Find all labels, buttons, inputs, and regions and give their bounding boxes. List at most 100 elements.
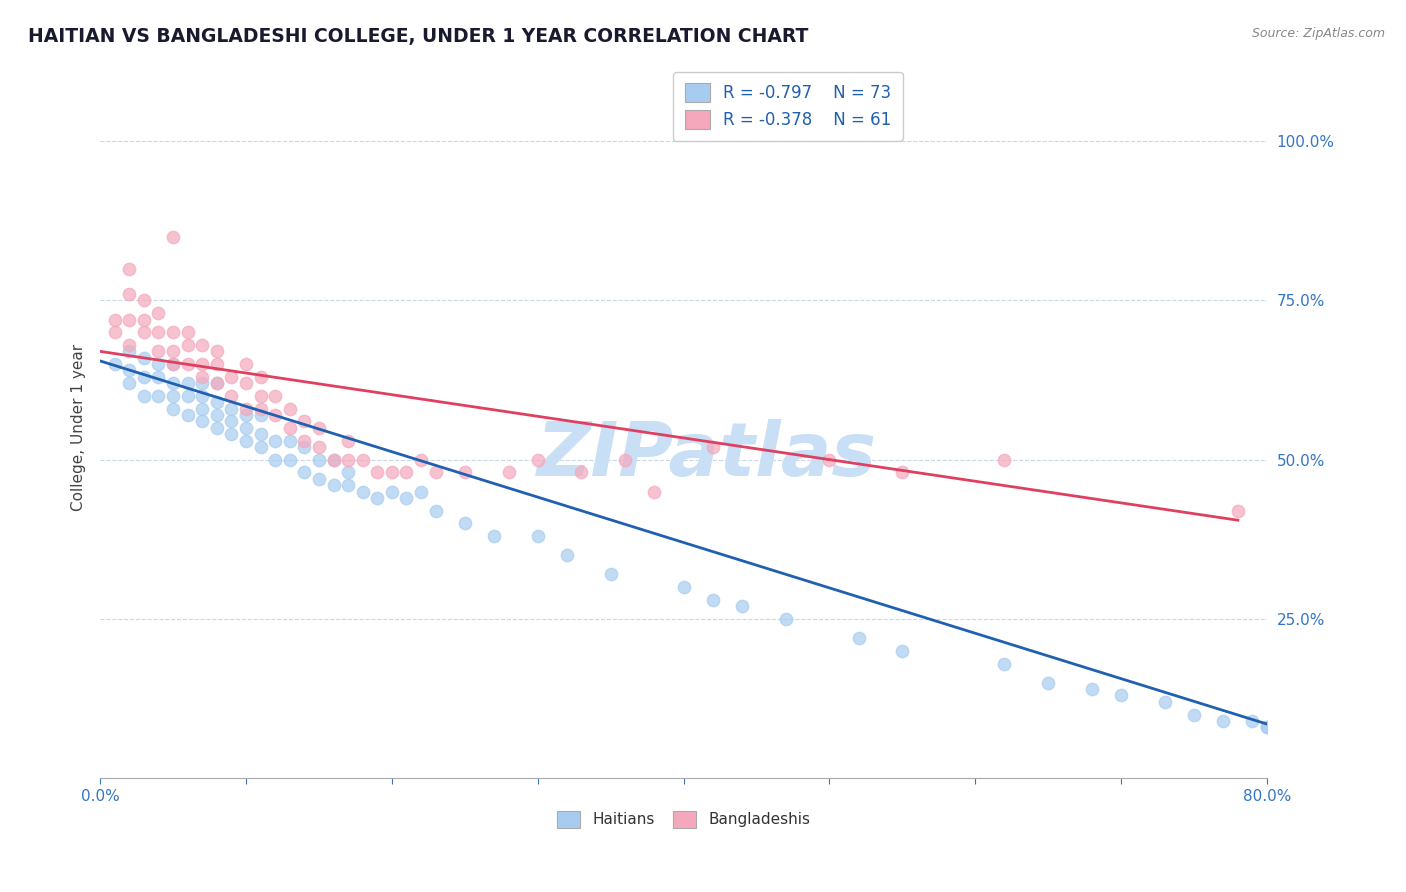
Point — [526, 529, 548, 543]
Point — [221, 401, 243, 416]
Point — [1081, 681, 1104, 696]
Point — [1226, 503, 1249, 517]
Point — [292, 434, 315, 448]
Point — [221, 427, 243, 442]
Point — [731, 599, 754, 614]
Point — [322, 452, 344, 467]
Point — [454, 466, 477, 480]
Point — [205, 421, 228, 435]
Point — [614, 452, 637, 467]
Point — [1241, 714, 1264, 728]
Point — [672, 580, 695, 594]
Point — [381, 484, 404, 499]
Point — [848, 631, 870, 645]
Point — [1109, 689, 1132, 703]
Point — [148, 306, 170, 320]
Point — [176, 357, 198, 371]
Point — [292, 440, 315, 454]
Point — [702, 440, 724, 454]
Point — [118, 312, 141, 326]
Point — [526, 452, 548, 467]
Point — [221, 414, 243, 428]
Point — [118, 344, 141, 359]
Point — [205, 408, 228, 422]
Point — [366, 491, 388, 505]
Point — [482, 529, 505, 543]
Point — [191, 414, 214, 428]
Point — [264, 452, 287, 467]
Point — [425, 466, 447, 480]
Point — [278, 452, 301, 467]
Point — [191, 369, 214, 384]
Point — [205, 344, 228, 359]
Point — [425, 503, 447, 517]
Point — [381, 466, 404, 480]
Point — [454, 516, 477, 531]
Point — [148, 389, 170, 403]
Point — [993, 452, 1015, 467]
Point — [235, 408, 257, 422]
Point — [249, 408, 271, 422]
Point — [395, 466, 418, 480]
Point — [702, 592, 724, 607]
Point — [366, 466, 388, 480]
Legend: Haitians, Bangladeshis: Haitians, Bangladeshis — [551, 805, 817, 834]
Point — [162, 357, 184, 371]
Point — [1182, 707, 1205, 722]
Point — [249, 389, 271, 403]
Point — [132, 389, 155, 403]
Point — [599, 567, 621, 582]
Point — [118, 338, 141, 352]
Point — [176, 389, 198, 403]
Point — [205, 376, 228, 391]
Point — [104, 357, 127, 371]
Point — [1212, 714, 1234, 728]
Point — [249, 369, 271, 384]
Point — [176, 326, 198, 340]
Point — [249, 401, 271, 416]
Point — [292, 414, 315, 428]
Point — [249, 440, 271, 454]
Point — [221, 369, 243, 384]
Point — [191, 357, 214, 371]
Point — [148, 357, 170, 371]
Point — [148, 344, 170, 359]
Point — [643, 484, 665, 499]
Point — [132, 369, 155, 384]
Point — [308, 421, 330, 435]
Point — [337, 452, 360, 467]
Point — [292, 466, 315, 480]
Point — [278, 401, 301, 416]
Point — [337, 434, 360, 448]
Point — [352, 452, 374, 467]
Point — [993, 657, 1015, 671]
Point — [235, 421, 257, 435]
Text: HAITIAN VS BANGLADESHI COLLEGE, UNDER 1 YEAR CORRELATION CHART: HAITIAN VS BANGLADESHI COLLEGE, UNDER 1 … — [28, 27, 808, 45]
Point — [395, 491, 418, 505]
Point — [176, 408, 198, 422]
Point — [205, 376, 228, 391]
Point — [235, 434, 257, 448]
Point — [132, 326, 155, 340]
Text: ZIPatlas: ZIPatlas — [537, 419, 877, 492]
Point — [1256, 720, 1278, 734]
Point — [118, 287, 141, 301]
Point — [176, 376, 198, 391]
Point — [235, 401, 257, 416]
Point — [571, 466, 593, 480]
Point — [132, 351, 155, 365]
Point — [249, 427, 271, 442]
Point — [264, 434, 287, 448]
Point — [118, 261, 141, 276]
Point — [221, 389, 243, 403]
Point — [1038, 675, 1060, 690]
Point — [891, 644, 914, 658]
Point — [264, 408, 287, 422]
Point — [308, 472, 330, 486]
Point — [132, 312, 155, 326]
Point — [775, 612, 797, 626]
Point — [132, 293, 155, 308]
Point — [308, 452, 330, 467]
Point — [235, 357, 257, 371]
Point — [498, 466, 520, 480]
